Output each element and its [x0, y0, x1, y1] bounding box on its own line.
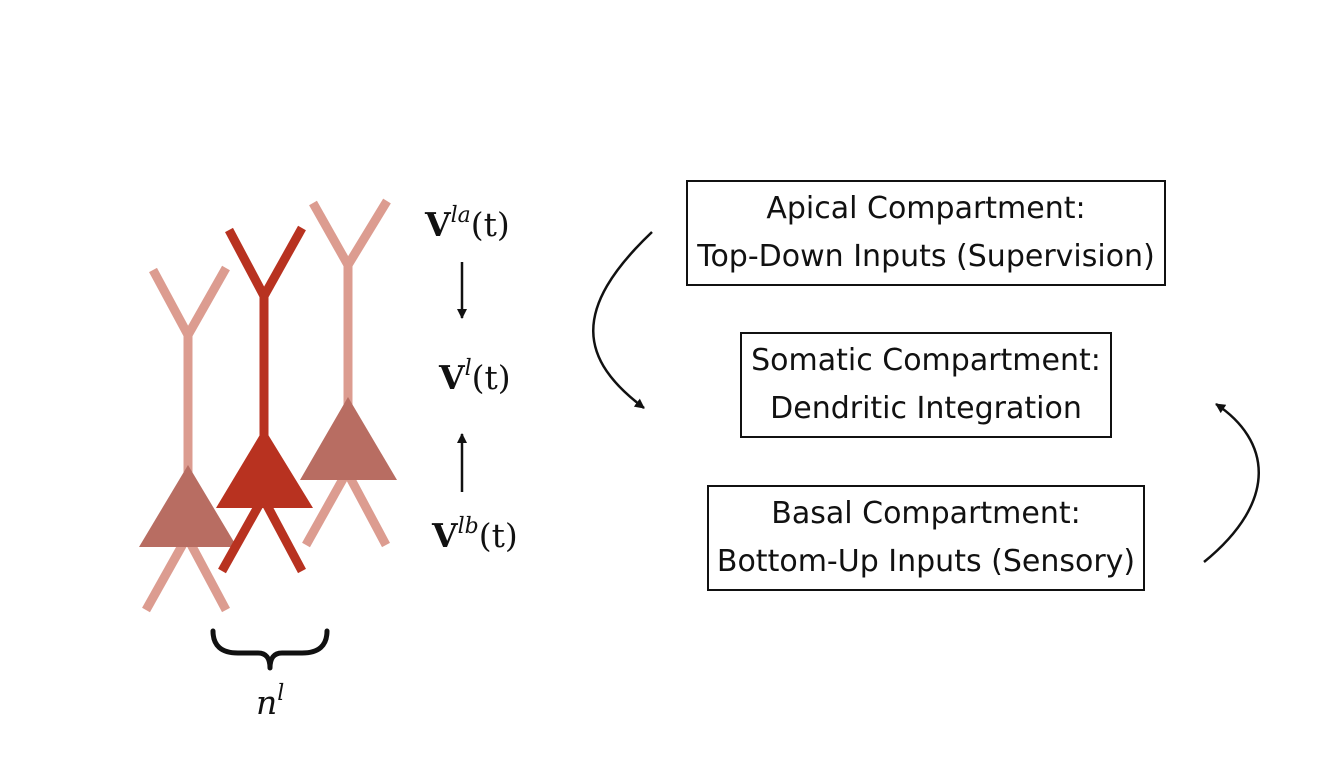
apical-compartment-subtitle: Top-Down Inputs (Supervision)	[697, 239, 1155, 274]
apical-compartment-title: Apical Compartment:	[766, 191, 1086, 226]
apical-potential-label: Vla(t)	[425, 203, 510, 245]
curved-arrow-apical-to-somatic	[592, 231, 653, 409]
neuron-left-soma	[139, 465, 237, 547]
population-brace	[210, 628, 330, 671]
somatic-potential-label: Vl(t)	[439, 356, 511, 398]
basal-compartment-box: Basal Compartment: Bottom-Up Inputs (Sen…	[707, 485, 1145, 591]
neuron-right-basal-left	[302, 467, 352, 548]
neuron-main-apical-branch-right	[260, 225, 306, 299]
neuron-left	[139, 265, 237, 613]
neuron-main-basal-left	[218, 493, 268, 574]
apical-compartment-box: Apical Compartment: Top-Down Inputs (Sup…	[686, 180, 1166, 286]
neuron-right-apical-branch-right	[344, 198, 391, 268]
neuron-right	[300, 198, 397, 548]
somatic-compartment-title: Somatic Compartment:	[751, 343, 1101, 378]
neuron-left-apical-branch-left	[149, 267, 192, 338]
basal-potential-label: Vlb(t)	[432, 514, 518, 556]
neuron-left-apical-branch-right	[184, 265, 230, 338]
curved-arrow-basal-to-somatic	[1203, 402, 1260, 563]
neuron-main-basal-right	[258, 493, 306, 574]
basal-compartment-title: Basal Compartment:	[771, 496, 1081, 531]
somatic-compartment-subtitle: Dendritic Integration	[770, 391, 1082, 426]
neuron-main	[216, 225, 313, 574]
neuron-right-apical-branch-left	[309, 200, 352, 268]
neuron-main-soma	[216, 428, 313, 508]
somatic-compartment-box: Somatic Compartment: Dendritic Integrati…	[740, 332, 1112, 438]
population-size-label: nl	[256, 681, 285, 723]
neuron-left-basal-left	[142, 532, 192, 613]
neuron-right-soma	[300, 397, 397, 480]
neuron-main-apical-branch-left	[225, 227, 268, 299]
basal-compartment-subtitle: Bottom-Up Inputs (Sensory)	[716, 544, 1136, 579]
neuron-right-basal-right	[342, 467, 390, 548]
neuron-left-basal-right	[182, 532, 230, 613]
